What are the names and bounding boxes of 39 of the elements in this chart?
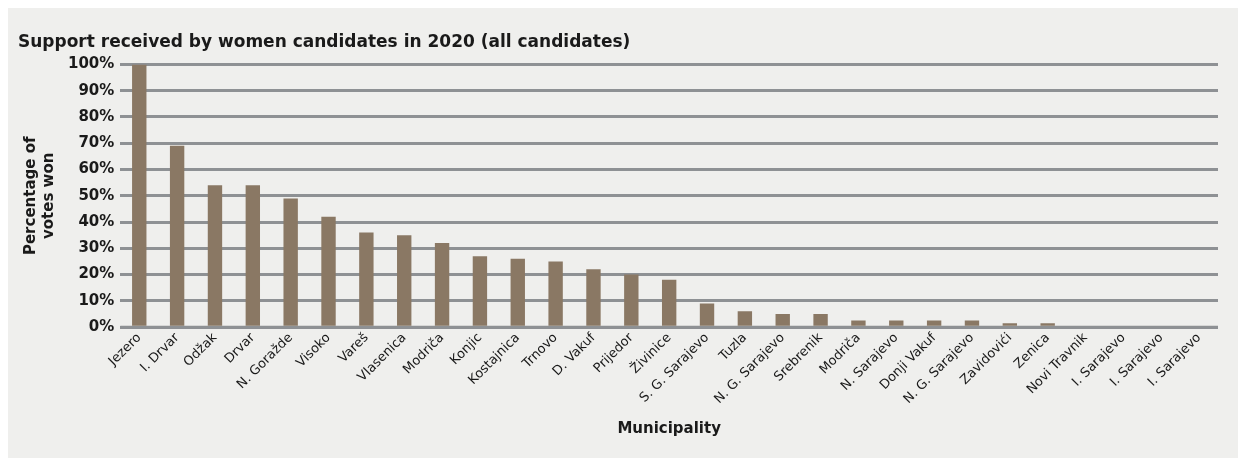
y-tick-label: 70% (78, 133, 115, 152)
bar (737, 311, 753, 326)
bar (359, 232, 374, 326)
bar (510, 258, 525, 326)
y-tick-label: 90% (78, 80, 115, 99)
bar (699, 303, 715, 326)
bar (926, 320, 942, 326)
bar (434, 243, 450, 326)
bar (661, 279, 677, 326)
bar (1002, 323, 1018, 326)
bar (169, 145, 185, 326)
bar (1040, 323, 1055, 326)
chart-title: Support received by women candidates in 2020 (all candidates) (18, 30, 631, 51)
y-tick-label: 40% (78, 211, 115, 230)
y-tick-label: 10% (78, 290, 115, 309)
bar (964, 320, 980, 326)
bar (245, 185, 261, 326)
y-tick-label: 80% (78, 106, 115, 125)
y-tick-label: 100% (68, 54, 115, 73)
bar (851, 320, 866, 326)
bar (321, 216, 336, 326)
bar (813, 313, 828, 326)
bar (283, 198, 298, 326)
bar (548, 261, 563, 326)
y-tick-label: 0% (88, 317, 115, 336)
y-tick-label: 60% (78, 159, 115, 178)
bar (397, 235, 412, 326)
bar (624, 274, 639, 326)
bar (207, 185, 223, 326)
bar (775, 313, 790, 326)
y-axis-title: Percentage of votes won (20, 136, 57, 256)
bar (889, 320, 904, 326)
y-tick-label: 20% (78, 264, 115, 283)
bar (132, 64, 147, 326)
bar (586, 269, 601, 326)
y-tick-label: 30% (78, 238, 115, 257)
y-tick-label: 50% (78, 185, 115, 204)
x-axis-title: Municipality (617, 418, 722, 437)
bar (472, 256, 488, 326)
